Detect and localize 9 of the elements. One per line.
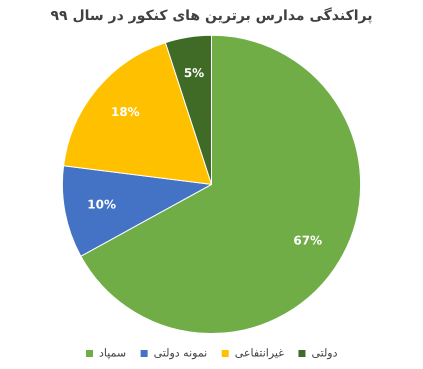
legend-label: دولتی xyxy=(311,346,338,360)
legend-label: سمپاد xyxy=(98,346,126,360)
legend-label: نمونه دولتی xyxy=(154,346,208,360)
chart-title: پراکندگی مدارس برترین های کنکور در سال ۹۹ xyxy=(50,7,372,24)
data-label: 67% xyxy=(293,233,322,248)
data-label: 5% xyxy=(184,66,204,80)
data-label: 10% xyxy=(87,197,116,212)
legend-label: غیرانتفاعی xyxy=(234,346,284,360)
data-label: 18% xyxy=(110,105,140,120)
